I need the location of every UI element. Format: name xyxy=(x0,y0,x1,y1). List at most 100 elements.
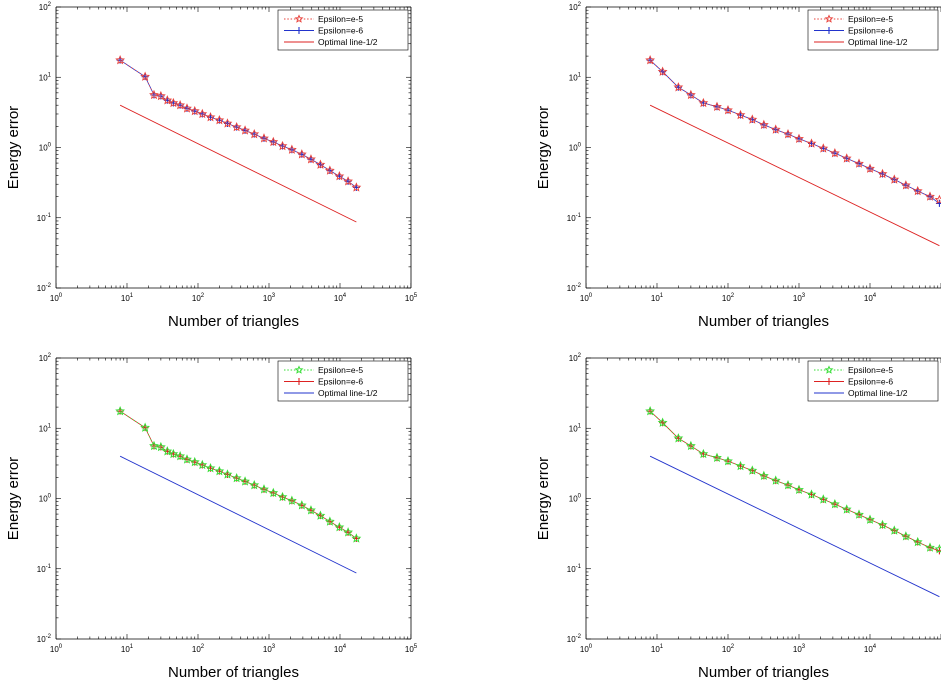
data-point-star xyxy=(214,465,225,476)
data-point-star xyxy=(735,460,746,471)
x-axis-label: Number of triangles xyxy=(698,313,829,330)
series-line xyxy=(119,410,357,539)
data-point-star xyxy=(343,176,354,186)
series-2 xyxy=(646,407,941,555)
y-tick-label: 100 xyxy=(39,143,52,153)
series-3 xyxy=(649,455,940,598)
data-point-star xyxy=(351,182,362,192)
x-tick-label: 104 xyxy=(334,293,347,303)
x-tick-label: 102 xyxy=(192,293,205,303)
legend-label: Epsilon=e-5 xyxy=(318,365,363,375)
data-point-star xyxy=(334,522,345,532)
data-point-star xyxy=(140,422,151,432)
data-point-star xyxy=(175,100,186,110)
data-point-star xyxy=(818,494,829,504)
x-tick-label: 100 xyxy=(580,293,593,303)
data-point-star xyxy=(240,125,250,135)
series-line xyxy=(119,455,357,574)
data-point-star xyxy=(925,191,935,201)
data-point-star xyxy=(723,104,733,115)
data-point-star xyxy=(645,406,656,416)
chart-panel-2: 100 101 102 103 104 10-2 10-1 100 101 102 Number o… xyxy=(535,2,941,330)
data-point-star xyxy=(259,484,269,494)
data-point-star xyxy=(912,185,923,196)
legend-label: Epsilon=e-6 xyxy=(848,26,893,36)
data-point-star xyxy=(829,499,840,509)
data-point-star xyxy=(685,440,696,451)
legend-label: Optimal line-1/2 xyxy=(318,388,378,398)
legend-label: Optimal line-1/2 xyxy=(848,388,908,398)
series-3 xyxy=(119,104,357,223)
x-tick-label: 103 xyxy=(793,644,806,654)
data-point-star xyxy=(934,544,941,554)
data-point-star xyxy=(277,140,288,151)
x-tick-label: 105 xyxy=(405,644,418,654)
data-point-star xyxy=(182,454,192,464)
data-point-star xyxy=(685,89,696,100)
legend-entry-2: Epsilon=e-6 xyxy=(814,26,893,36)
legend-label: Epsilon=e-6 xyxy=(848,377,893,387)
series-line xyxy=(119,410,357,539)
data-point-star xyxy=(758,470,769,481)
x-axis-label: Number of triangles xyxy=(168,313,299,330)
series-line xyxy=(119,59,357,188)
data-point-star xyxy=(277,491,288,502)
legend-swatch-plus xyxy=(825,27,833,34)
series-line xyxy=(119,104,357,223)
data-point-star xyxy=(162,446,173,456)
data-point-star xyxy=(189,105,200,116)
data-point-star xyxy=(175,451,186,461)
legend-entry-3: Optimal line-1/2 xyxy=(284,37,378,47)
series-2 xyxy=(646,56,941,207)
x-tick-label: 101 xyxy=(121,293,134,303)
series-3 xyxy=(649,104,940,247)
y-axis-label: Energy error xyxy=(535,457,552,540)
x-tick-label: 104 xyxy=(334,644,347,654)
data-point-star xyxy=(205,463,216,473)
legend-label: Optimal line-1/2 xyxy=(318,37,378,47)
y-tick-label: 102 xyxy=(569,2,582,12)
y-tick-label: 10-1 xyxy=(37,213,52,223)
x-tick-label: 101 xyxy=(651,293,664,303)
series-layer xyxy=(115,406,362,574)
x-tick-label: 101 xyxy=(651,644,664,654)
legend-label: Optimal line-1/2 xyxy=(848,37,908,47)
y-tick-label: 101 xyxy=(569,72,582,82)
chart-panel-3: 100 101 102 103 104 105 10-2 10-1 100 101 102 Numbe… xyxy=(5,353,418,681)
legend-label: Epsilon=e-5 xyxy=(848,365,893,375)
data-point-star xyxy=(231,472,242,483)
data-point-star xyxy=(155,90,166,101)
data-point-star xyxy=(324,165,335,175)
y-axis-label: Energy error xyxy=(5,106,22,189)
data-point-star xyxy=(712,452,722,462)
data-point-star xyxy=(155,441,166,452)
series-1 xyxy=(115,55,362,192)
y-tick-label: 101 xyxy=(569,423,582,433)
data-point-star xyxy=(149,440,159,451)
legend-label: Epsilon=e-5 xyxy=(318,14,363,24)
series-1 xyxy=(645,55,941,204)
data-point-star xyxy=(747,114,758,124)
x-tick-label: 102 xyxy=(192,644,205,654)
data-point-star xyxy=(334,171,345,181)
data-point-star xyxy=(841,504,852,514)
data-point-star xyxy=(900,180,911,190)
series-line xyxy=(649,455,940,598)
data-point-star xyxy=(315,510,326,520)
legend-label: Epsilon=e-6 xyxy=(318,377,363,387)
data-point-star xyxy=(865,163,875,173)
data-point-star xyxy=(673,82,684,92)
data-point-star xyxy=(889,525,900,535)
x-tick-label: 102 xyxy=(722,293,735,303)
data-point-star xyxy=(222,469,233,479)
data-point-star xyxy=(854,158,864,168)
data-point-star xyxy=(900,531,911,541)
legend-entry-1: Epsilon=e-5 xyxy=(284,14,363,24)
y-tick-label: 10-1 xyxy=(567,213,582,223)
series-line xyxy=(649,410,940,550)
data-point-star xyxy=(189,456,200,467)
data-point-star xyxy=(794,133,804,143)
data-point-star xyxy=(268,136,279,147)
